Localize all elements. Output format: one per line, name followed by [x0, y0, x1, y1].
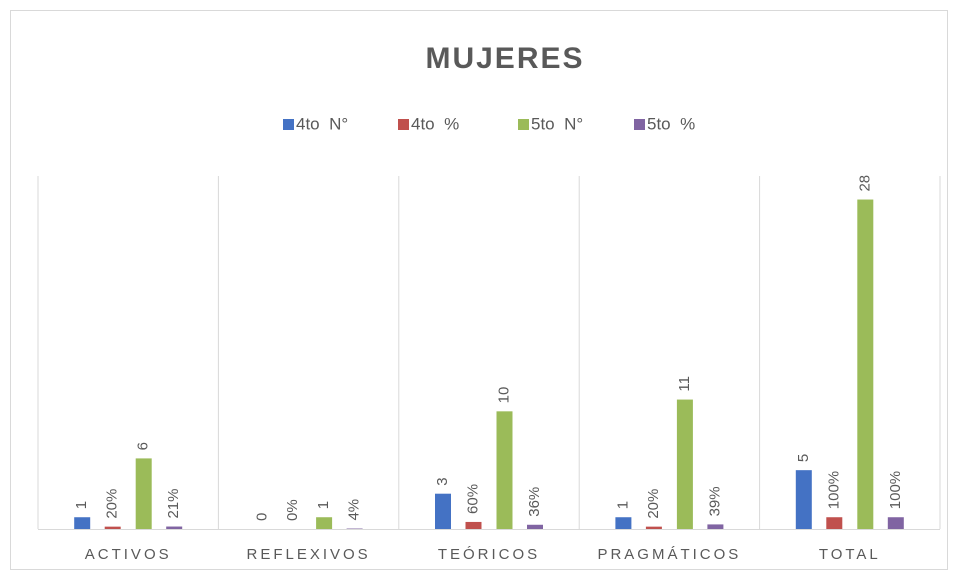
data-label: 1 [315, 501, 332, 509]
bar [887, 517, 904, 529]
bar [166, 526, 183, 529]
x-tick-label: REFLEXIVOS [246, 546, 370, 563]
data-label: 60% [464, 484, 481, 514]
data-label: 5 [795, 454, 812, 462]
data-label: 1 [73, 501, 90, 509]
bar [676, 399, 693, 529]
legend-label: 4to N° [296, 114, 348, 133]
chart-title: MUJERES [425, 42, 584, 75]
data-label: 28 [856, 175, 873, 192]
legend-label: 5to N° [531, 114, 583, 133]
bar [496, 411, 513, 529]
x-tick-label: PRAGMÁTICOS [597, 546, 741, 563]
data-label: 10 [495, 387, 512, 404]
legend-label: 5to % [647, 114, 695, 133]
data-label: 100% [825, 471, 842, 509]
bar [615, 517, 632, 529]
data-label: 36% [526, 487, 543, 517]
data-label: 3 [434, 477, 451, 485]
bar [795, 470, 812, 529]
bar [527, 524, 543, 529]
data-label: 0 [254, 513, 271, 521]
bar [316, 517, 333, 529]
legend-swatch [518, 119, 529, 130]
data-label: 0% [284, 499, 301, 521]
data-label: 4% [346, 499, 363, 521]
data-label: 11 [676, 376, 693, 392]
bar [645, 526, 662, 529]
chart-frame [10, 10, 948, 570]
bar [826, 517, 843, 529]
data-label: 39% [706, 486, 723, 516]
data-label: 21% [165, 488, 182, 518]
x-tick-label: TEÓRICOS [438, 546, 540, 563]
bar [857, 199, 874, 530]
bar [465, 521, 482, 529]
bar [104, 526, 121, 529]
data-label: 20% [645, 489, 662, 519]
legend-label: 4to % [411, 114, 459, 133]
legend-swatch [634, 119, 645, 130]
data-label: 100% [887, 471, 904, 509]
bar [135, 458, 152, 529]
data-label: 6 [135, 442, 152, 450]
data-label: 20% [104, 489, 121, 519]
x-tick-label: TOTAL [819, 546, 881, 563]
legend-swatch [283, 119, 294, 130]
x-tick-label: ACTIVOS [85, 546, 172, 563]
bar [74, 517, 91, 529]
data-label: 1 [614, 501, 631, 509]
legend-swatch [398, 119, 409, 130]
bar [707, 524, 724, 529]
bar [435, 493, 451, 529]
